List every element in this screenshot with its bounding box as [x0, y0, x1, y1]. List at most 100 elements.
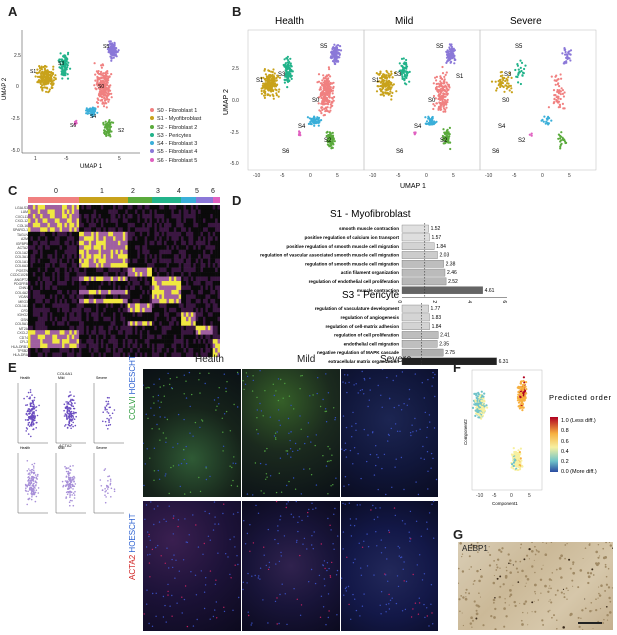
umap-point — [563, 107, 566, 110]
heatmap-cell — [130, 249, 133, 255]
heatmap-cell — [62, 312, 65, 318]
heatmap-cell — [57, 254, 60, 259]
umap-point — [320, 106, 323, 109]
heatmap-cell — [156, 334, 160, 340]
umap-point — [392, 83, 395, 86]
heatmap-cell — [59, 352, 63, 357]
umap-point — [101, 96, 104, 99]
umap-point — [102, 72, 105, 75]
heatmap-cell — [59, 334, 63, 340]
umap-point — [325, 134, 328, 138]
heatmap-cell — [173, 348, 177, 353]
heatmap-cell — [69, 272, 73, 277]
heatmap-cell — [181, 258, 184, 264]
umap-point — [59, 63, 62, 66]
umap-point — [62, 59, 65, 62]
heatmap-cell — [151, 316, 155, 322]
heatmap-cell — [88, 231, 92, 237]
heatmap-cell — [195, 276, 199, 282]
heatmap-cell — [190, 249, 194, 255]
heatmap-cell — [149, 298, 153, 304]
heatmap-cell — [139, 294, 143, 300]
heatmap-cell — [88, 281, 92, 286]
heatmap-cell — [71, 303, 75, 309]
heatmap-cell — [115, 312, 119, 318]
heatmap-cell — [188, 267, 192, 273]
umap-point — [109, 46, 113, 49]
heatmap-cell — [202, 316, 206, 322]
heatmap-cell — [79, 298, 82, 304]
heatmap-cell — [142, 231, 145, 237]
heatmap-cell — [139, 321, 143, 327]
heatmap-cell — [195, 298, 199, 304]
heatmap-cell — [161, 209, 165, 215]
heatmap-cell — [54, 254, 58, 259]
heatmap-cell — [110, 289, 114, 295]
heatmap-cell — [113, 231, 116, 237]
heatmap-cell — [79, 263, 82, 268]
heatmap-cell — [52, 209, 56, 215]
umap-point — [54, 77, 57, 80]
heatmap-cell — [103, 272, 107, 277]
heatmap-cell — [207, 285, 211, 291]
heatmap-cell — [202, 281, 206, 286]
heatmap-cell — [47, 258, 51, 264]
a-lbl-s3: S3 — [58, 61, 64, 67]
heatmap-cell — [193, 240, 196, 246]
heatmap-cell — [86, 294, 90, 300]
umap-point — [290, 65, 293, 68]
heatmap-cell — [76, 213, 80, 219]
umap-point — [331, 89, 334, 92]
heatmap-cell — [125, 209, 128, 215]
heatmap-cell — [205, 343, 209, 349]
umap-point — [435, 79, 438, 82]
umap-point — [95, 101, 99, 104]
umap-point — [37, 79, 41, 82]
heatmap-cell — [142, 222, 145, 228]
heatmap-cell — [185, 236, 189, 242]
umap-point — [331, 50, 334, 53]
heatmap-cell — [130, 205, 133, 210]
heatmap-cell — [45, 298, 48, 304]
heatmap-cell — [173, 316, 177, 322]
heatmap-cell — [193, 227, 196, 233]
heatmap-cell — [183, 281, 187, 286]
heatmap-cell — [93, 276, 97, 282]
heatmap-cell — [115, 218, 119, 224]
heatmap-cell — [164, 352, 167, 357]
heatmap-cell — [49, 352, 53, 357]
umap-point — [381, 83, 384, 86]
heatmap-cell — [66, 254, 70, 259]
heatmap-cell — [171, 307, 175, 313]
umap-point — [564, 50, 567, 54]
heatmap-cell — [79, 258, 82, 264]
umap-point — [329, 132, 332, 135]
heatmap-cell — [171, 334, 175, 340]
heatmap-cell — [74, 285, 77, 291]
heatmap-cell — [120, 213, 124, 219]
heatmap-cell — [198, 343, 201, 349]
heatmap-cell — [69, 339, 73, 344]
heatmap-cell — [49, 276, 53, 282]
heatmap-cell — [193, 263, 196, 268]
heatmap-cell — [132, 213, 136, 219]
heatmap-cell — [183, 267, 187, 273]
heatmap-cell — [122, 325, 126, 331]
heatmap-cell — [45, 258, 48, 264]
umap-point — [559, 93, 562, 96]
heatmap-cell — [168, 245, 172, 251]
heatmap-cell — [57, 231, 60, 237]
umap-point — [263, 96, 266, 99]
heatmap-cell — [110, 348, 114, 353]
heatmap-cell — [142, 312, 145, 318]
heatmap-cell — [188, 205, 192, 210]
heatmap-cell — [202, 312, 206, 318]
heatmap-cell — [190, 231, 194, 237]
heatmap-cell — [122, 272, 126, 277]
heatmap-cell — [185, 294, 189, 300]
umap-point — [424, 116, 427, 119]
heatmap-cell — [205, 218, 209, 224]
heatmap-cell — [47, 343, 51, 349]
heatmap-cell — [159, 272, 162, 277]
heatmap-cell — [96, 289, 99, 295]
